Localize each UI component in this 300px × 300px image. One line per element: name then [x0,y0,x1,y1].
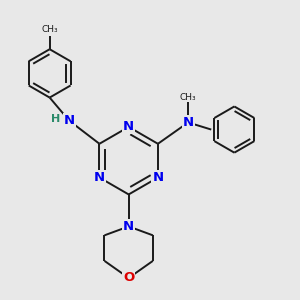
Text: N: N [183,116,194,129]
Text: CH₃: CH₃ [180,93,196,102]
Text: O: O [123,272,134,284]
Text: CH₃: CH₃ [41,25,58,34]
Text: N: N [64,114,75,127]
Text: N: N [123,220,134,233]
Text: N: N [94,171,105,184]
Text: N: N [123,120,134,134]
Text: H: H [51,114,60,124]
Text: N: N [152,171,164,184]
